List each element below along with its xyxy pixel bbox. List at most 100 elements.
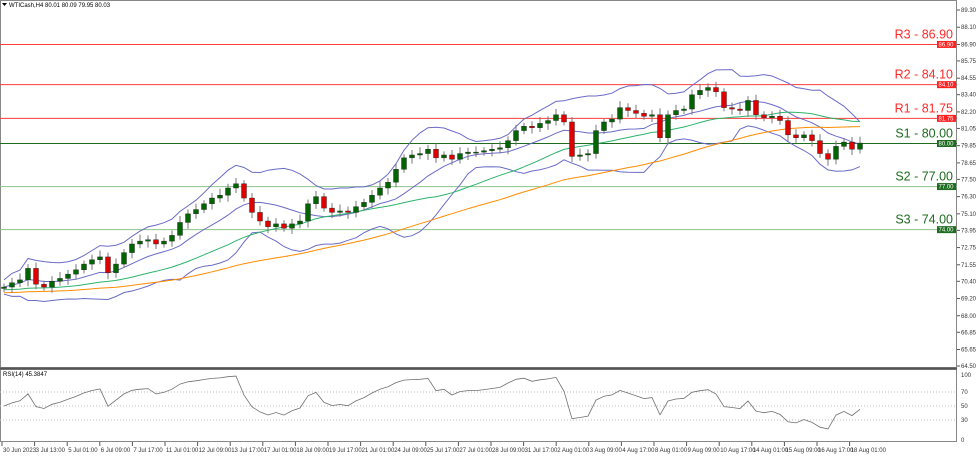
candle-body xyxy=(217,194,223,199)
candle-body xyxy=(201,203,207,210)
time-axis: 30 Jun 2023 3 Jul 13:00 5 Jul 01:00 6 Jul 0… xyxy=(1,442,887,454)
candle-body xyxy=(617,107,623,120)
candle-body xyxy=(41,283,47,288)
candle-body xyxy=(609,118,615,123)
candle-body xyxy=(745,100,751,111)
candle-body xyxy=(249,197,255,213)
candle-body xyxy=(9,282,15,288)
y-tick-label: 86.90 xyxy=(961,42,977,48)
y-tick-label: 70.40 xyxy=(961,279,977,285)
level-tag-s1 xyxy=(937,140,956,147)
support-resistance-levels: R3 - 86.90 R2 - 84.10 R1 - 81.75 S1 - 80.00… xyxy=(0,27,957,231)
price-axis: 89.30 88.10 86.90 85.75 84.55 83.40 82.20 81.05… xyxy=(957,8,977,370)
y-tick-label: 73.95 xyxy=(961,228,977,234)
x-tick-label: 2 Aug 01:00 xyxy=(557,448,590,454)
candle-body xyxy=(449,154,455,160)
rsi-tick-label: 50 xyxy=(961,404,968,410)
rsi-line xyxy=(3,375,861,430)
level-tag-text-s3: 74.00 xyxy=(939,228,955,234)
candle-body xyxy=(857,142,863,150)
candle-body xyxy=(801,134,807,138)
candle-body xyxy=(457,153,463,160)
candle-body xyxy=(841,141,847,147)
candle-body xyxy=(329,207,335,213)
y-tick-label: 79.85 xyxy=(961,144,977,150)
x-tick-label: 7 Jul 17:00 xyxy=(133,448,163,454)
y-tick-label: 76.30 xyxy=(961,195,977,201)
x-tick-label: 6 Jul 09:00 xyxy=(101,448,131,454)
candle-body xyxy=(233,183,239,189)
candle-body xyxy=(705,87,711,91)
candle-body xyxy=(129,243,135,253)
candle-body xyxy=(65,273,71,279)
x-tick-label: 4 Aug 17:00 xyxy=(622,448,655,454)
candle-body xyxy=(289,223,295,229)
candle-body xyxy=(505,140,511,149)
candle-body xyxy=(273,223,279,227)
level-tag-text-s2: 77.00 xyxy=(939,185,955,191)
level-tag-r2 xyxy=(937,81,956,89)
y-tick-label: 66.85 xyxy=(961,330,977,336)
x-tick-label: 3 Jul 13:00 xyxy=(36,448,66,454)
y-tick-label: 82.20 xyxy=(961,110,977,116)
candle-body xyxy=(25,268,31,281)
candle-body xyxy=(417,153,423,156)
candle-body xyxy=(633,110,639,114)
candle-body xyxy=(337,210,343,213)
candle-body xyxy=(689,94,695,110)
candle-body xyxy=(753,100,759,115)
y-tick-label: 68.00 xyxy=(961,314,977,320)
candle-body xyxy=(297,220,303,225)
candle-body xyxy=(81,263,87,271)
candle-body xyxy=(17,279,23,283)
candle-body xyxy=(265,220,271,227)
candle-body xyxy=(513,130,519,141)
candle-body xyxy=(593,130,599,154)
y-tick-label: 88.10 xyxy=(961,25,977,31)
candle-body xyxy=(817,140,823,154)
level-tag-text-r2: 84.10 xyxy=(939,83,955,89)
x-tick-label: 9 Aug 09:00 xyxy=(688,448,721,454)
candle-body xyxy=(521,126,527,131)
x-tick-label: 30 Jun 2023 xyxy=(3,448,37,454)
candle-body xyxy=(161,240,167,245)
x-tick-label: 8 Aug 01:00 xyxy=(655,448,688,454)
candle-body xyxy=(761,114,767,118)
x-tick-label: 14 Aug 01:00 xyxy=(753,448,789,454)
candle-body xyxy=(585,153,591,156)
candle-body xyxy=(729,107,735,110)
candle-body xyxy=(833,146,839,160)
collapse-triangle-icon[interactable] xyxy=(2,3,7,6)
candle-body xyxy=(193,209,199,215)
level-tag-text-s1: 80.00 xyxy=(939,142,955,148)
x-tick-label: 13 Jul 17:00 xyxy=(231,448,264,454)
level-tag-r1 xyxy=(937,114,956,122)
level-tag-text-r1: 81.75 xyxy=(939,116,955,122)
x-tick-label: 25 Jul 17:00 xyxy=(427,448,460,454)
level-label-s1: S1 - 80.00 xyxy=(895,127,953,141)
candle-body xyxy=(849,141,855,150)
level-label-r2: R2 - 84.10 xyxy=(895,68,953,82)
candle-body xyxy=(481,150,487,153)
x-tick-label: 24 Jul 09:00 xyxy=(394,448,427,454)
candle-body xyxy=(393,169,399,183)
level-label-s2: S2 - 77.00 xyxy=(895,170,953,184)
candle-body xyxy=(105,256,111,273)
candle-body xyxy=(553,114,559,121)
level-label-r1: R1 - 81.75 xyxy=(895,101,953,115)
y-tick-label: 81.05 xyxy=(961,126,977,132)
candle-body xyxy=(369,194,375,203)
candle-body xyxy=(785,120,791,136)
bollinger-upper-line xyxy=(3,69,861,281)
candle-body xyxy=(401,157,407,170)
bollinger-middle-line xyxy=(3,100,861,288)
candle-body xyxy=(385,182,391,189)
candle-body xyxy=(537,123,543,128)
moving-average-slow-line xyxy=(3,126,861,294)
x-tick-label: 28 Jul 09:00 xyxy=(492,448,525,454)
candle-body xyxy=(57,278,63,282)
candle-body xyxy=(497,147,503,150)
candle-body xyxy=(345,210,351,213)
candle-body xyxy=(825,153,831,160)
